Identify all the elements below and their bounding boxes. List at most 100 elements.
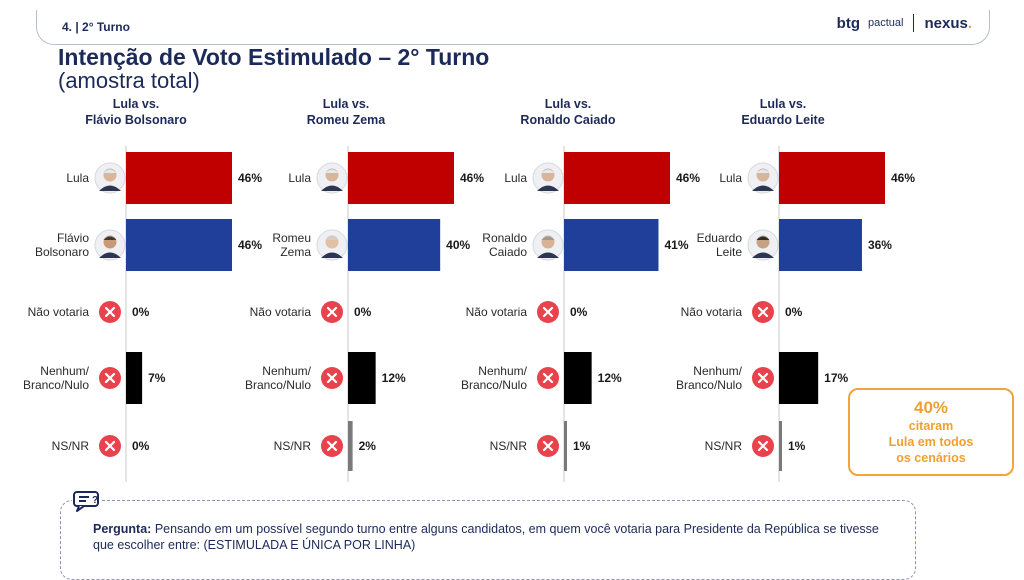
lula-avatar-hair: [541, 169, 555, 173]
bar: [779, 352, 819, 404]
bar: [564, 352, 592, 404]
bar: [564, 219, 659, 271]
category-label: Não votaria: [681, 305, 743, 319]
data-label: 36%: [868, 238, 892, 252]
nexus-logo-dot: .: [967, 14, 972, 32]
question-label: Pergunta:: [93, 522, 152, 536]
chart-title: Lula vs. Flávio Bolsonaro: [85, 97, 187, 127]
data-label: 0%: [570, 305, 588, 319]
category-label: Nenhum/Branco/Nulo: [245, 364, 312, 392]
data-label: 41%: [664, 238, 688, 252]
lula-avatar-body: [752, 185, 774, 191]
brand-logos: btg pactual nexus.: [837, 14, 972, 32]
data-label: 0%: [785, 305, 803, 319]
category-label: Lula: [504, 171, 527, 185]
header-frame: [36, 10, 990, 45]
page-subtitle: (amostra total): [58, 68, 200, 93]
logo-divider: [913, 14, 915, 32]
data-label: 46%: [676, 171, 700, 185]
bar: [126, 152, 232, 204]
bar: [126, 219, 232, 271]
data-label: 1%: [788, 439, 806, 453]
x-icon-mark: [326, 440, 338, 452]
data-label: 12%: [598, 371, 622, 385]
category-label: Lula: [288, 171, 311, 185]
lula-avatar-hair: [325, 169, 339, 173]
question-text: Pergunta: Pensando em um possível segund…: [93, 521, 903, 553]
data-label: 0%: [354, 305, 372, 319]
x-icon-mark: [542, 372, 554, 384]
category-label: NS/NR: [705, 439, 743, 453]
btg-logo: btg: [836, 14, 860, 32]
caiado-avatar-body: [537, 252, 559, 258]
question-body: Pensando em um possível segundo turno en…: [93, 522, 879, 552]
data-label: 7%: [148, 371, 166, 385]
category-label: Eduardo Leite: [697, 231, 743, 259]
callout-box: 40% citaram Lula em todos os cenários: [848, 388, 1014, 476]
category-label: Lula: [66, 171, 89, 185]
lula-avatar-body: [537, 185, 559, 191]
category-label: Flávio Bolsonaro: [35, 231, 89, 259]
bar: [779, 152, 885, 204]
bar: [126, 352, 143, 404]
x-icon-mark: [757, 306, 769, 318]
chart-title: Lula vs. Eduardo Leite: [741, 97, 824, 127]
lula-avatar-body: [321, 185, 343, 191]
category-label: NS/NR: [490, 439, 528, 453]
category-label: NS/NR: [274, 439, 312, 453]
x-icon-mark: [104, 372, 116, 384]
data-label: 0%: [132, 439, 150, 453]
x-icon-mark: [326, 306, 338, 318]
bar: [348, 352, 376, 404]
bar: [348, 152, 454, 204]
callout-text: citaram Lula em todos os cenários: [888, 419, 974, 465]
lula-avatar-body: [99, 185, 121, 191]
category-label: Nenhum/Branco/Nulo: [676, 364, 743, 392]
x-icon-mark: [542, 306, 554, 318]
lula-avatar-hair: [756, 169, 770, 173]
page-title: Intenção de Voto Estimulado – 2° Turno: [58, 44, 490, 70]
bar: [779, 421, 782, 471]
bar: [348, 421, 353, 471]
data-label: 12%: [382, 371, 406, 385]
caiado-avatar-hair: [541, 236, 555, 240]
data-label: 0%: [132, 305, 150, 319]
x-icon-mark: [542, 440, 554, 452]
bar: [564, 421, 567, 471]
leite-avatar-hair: [756, 236, 770, 240]
category-label: Não votaria: [28, 305, 90, 319]
chat-icon: ?: [72, 490, 102, 512]
category-label: Não votaria: [466, 305, 528, 319]
svg-text:?: ?: [92, 495, 98, 506]
data-label: 40%: [446, 238, 470, 252]
charts-area: Lula vs. Flávio Bolsonaro 46% Lula 46% Flávio…: [23, 97, 915, 482]
leite-avatar-body: [752, 252, 774, 258]
category-label: Romeu Zema: [272, 231, 311, 259]
slide-label: 4. | 2° Turno: [62, 20, 130, 34]
data-label: 1%: [573, 439, 591, 453]
x-icon-mark: [326, 372, 338, 384]
bar: [779, 219, 862, 271]
chart-title: Lula vs. Ronaldo Caiado: [520, 97, 616, 127]
x-icon-mark: [104, 440, 116, 452]
zema-avatar-hair: [325, 236, 339, 240]
data-label: 46%: [891, 171, 915, 185]
data-label: 17%: [824, 371, 848, 385]
x-icon-mark: [757, 372, 769, 384]
category-label: NS/NR: [52, 439, 90, 453]
category-label: Nenhum/Branco/Nulo: [461, 364, 528, 392]
x-icon-mark: [757, 440, 769, 452]
bar: [348, 219, 441, 271]
zema-avatar-body: [321, 252, 343, 258]
btg-logo-sub: pactual: [867, 17, 904, 29]
flavio-avatar-body: [99, 252, 121, 258]
category-label: Ronaldo Caiado: [482, 231, 527, 259]
category-label: Nenhum/Branco/Nulo: [23, 364, 90, 392]
category-label: Não votaria: [250, 305, 312, 319]
data-label: 46%: [238, 238, 262, 252]
nexus-logo: nexus.: [924, 15, 972, 32]
x-icon-mark: [104, 306, 116, 318]
nexus-logo-text: nexus: [924, 14, 968, 32]
flavio-avatar-hair: [103, 236, 117, 240]
callout-percent: 40%: [913, 398, 949, 417]
